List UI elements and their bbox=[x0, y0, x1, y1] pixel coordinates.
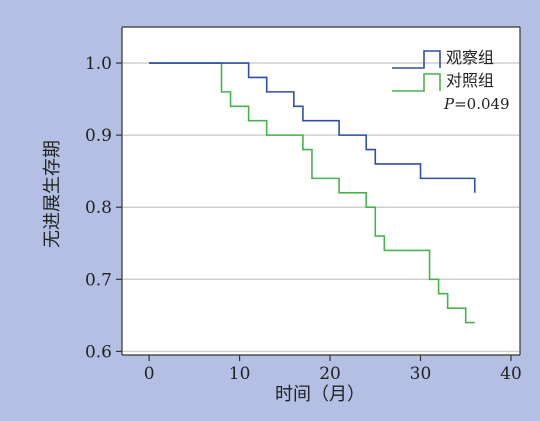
y-tick-label-0: 0.6 bbox=[85, 342, 112, 362]
legend-swatch-0 bbox=[392, 50, 441, 69]
p-value-prefix: P bbox=[443, 95, 455, 113]
y-axis-label: 无进展生存期 bbox=[42, 140, 63, 248]
y-tick-label-1: 0.7 bbox=[85, 270, 112, 290]
legend-label-control: 对照组 bbox=[446, 71, 494, 90]
plot-background bbox=[122, 27, 520, 355]
y-tick-labels: 0.6 0.7 0.8 0.9 1.0 bbox=[85, 54, 122, 362]
axes bbox=[121, 26, 521, 356]
legend: 观察组 对照组 P=0.049 bbox=[392, 48, 510, 113]
x-tick-label-1: 10 bbox=[229, 364, 251, 384]
x-tick-label-0: 0 bbox=[144, 364, 155, 384]
series-line-0 bbox=[149, 62, 476, 193]
series-lines bbox=[149, 62, 476, 324]
x-tick-label-2: 20 bbox=[319, 364, 341, 384]
grid-lines bbox=[123, 62, 519, 353]
y-tick-label-2: 0.8 bbox=[85, 198, 112, 218]
legend-label-observation: 观察组 bbox=[446, 48, 494, 67]
x-tick-label-3: 30 bbox=[410, 364, 432, 384]
x-tick-label-4: 40 bbox=[500, 364, 522, 384]
x-tick-labels: 0 10 20 30 40 bbox=[144, 355, 522, 384]
p-value-annotation: P=0.049 bbox=[443, 95, 510, 113]
y-tick-label-3: 0.9 bbox=[85, 126, 112, 146]
x-axis-label: 时间（月） bbox=[275, 384, 365, 405]
series-line-1 bbox=[149, 62, 475, 324]
p-value-rest: =0.049 bbox=[454, 95, 510, 113]
y-tick-label-4: 1.0 bbox=[85, 54, 112, 74]
legend-swatch-1 bbox=[392, 73, 441, 92]
